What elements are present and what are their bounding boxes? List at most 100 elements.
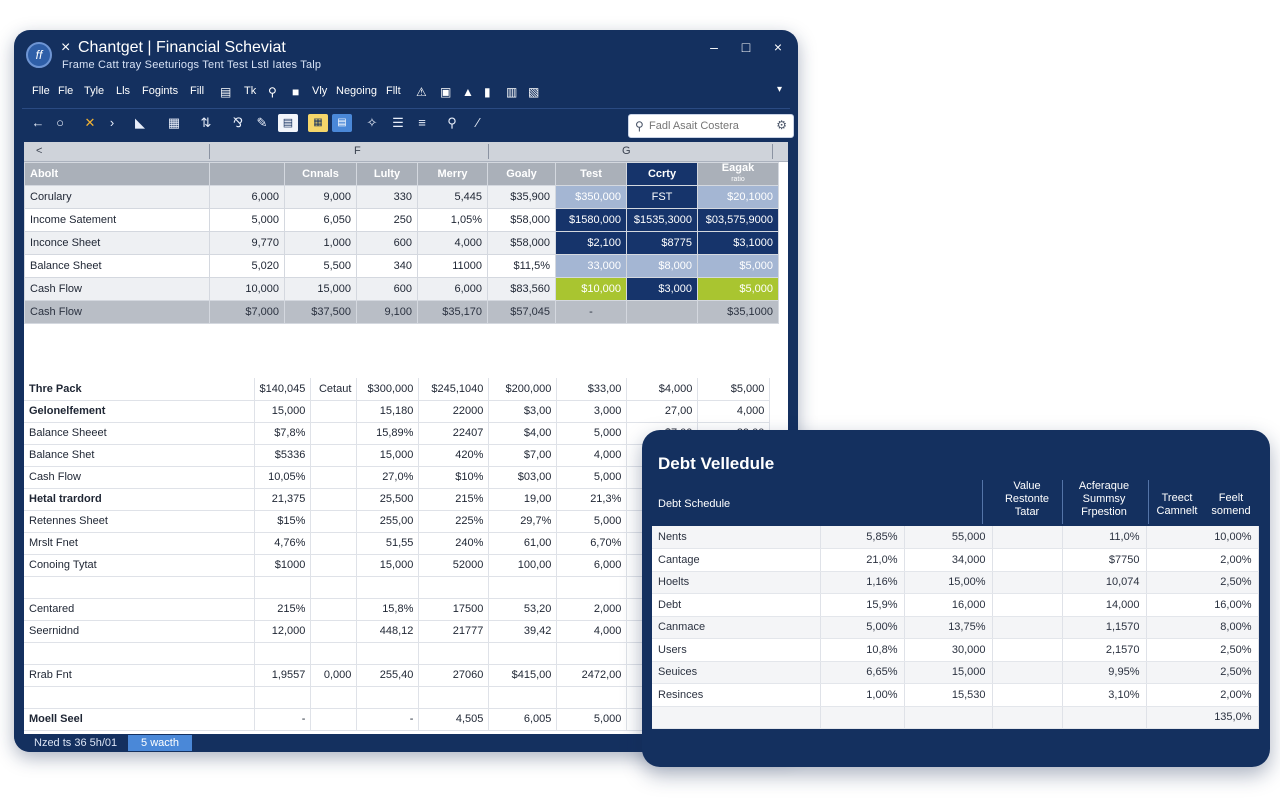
table-cell[interactable]: $7,000 [209, 300, 285, 324]
table-cell[interactable]: 3,10% [1062, 683, 1147, 707]
column-header-value[interactable]: Value Restonte Tatar [992, 480, 1062, 519]
menu-item-fill[interactable]: Fill [190, 85, 205, 97]
table-cell[interactable]: $4,000 [626, 378, 699, 401]
note-icon[interactable]: ▤ [278, 114, 298, 132]
table-cell[interactable] [254, 642, 312, 665]
table-cell[interactable] [992, 683, 1063, 707]
table-cell[interactable]: $245,1040 [418, 378, 490, 401]
row-label[interactable]: Retennes Sheet [24, 510, 255, 533]
table-cell[interactable]: 5,000 [209, 208, 285, 232]
row-label[interactable] [24, 576, 255, 599]
table-cell[interactable]: $37,500 [284, 300, 357, 324]
table-cell[interactable] [310, 532, 358, 555]
header-cell[interactable]: Lulty [356, 162, 418, 186]
table-cell[interactable]: $3,000 [626, 277, 698, 301]
table-cell[interactable] [310, 708, 358, 731]
table-cell[interactable]: 4,000 [556, 444, 628, 467]
table-cell[interactable]: $57,045 [487, 300, 556, 324]
table-cell[interactable]: 21,375 [254, 488, 312, 511]
table-cell[interactable]: 61,00 [488, 532, 558, 555]
row-label[interactable] [24, 686, 255, 709]
table-cell[interactable]: 11,0% [1062, 526, 1147, 549]
table-cell[interactable]: 15,000 [904, 661, 993, 684]
table-cell[interactable]: $3,1000 [697, 231, 779, 255]
table-cell[interactable]: $1580,000 [555, 208, 627, 232]
table-cell[interactable]: 4,000 [417, 231, 488, 255]
search-box[interactable]: ⚲ ⚙ [628, 114, 794, 138]
table-cell[interactable] [820, 706, 905, 729]
table-cell[interactable]: 1,00% [820, 683, 905, 707]
back-arrow-icon[interactable]: ← [31, 115, 45, 130]
close-button[interactable]: × [773, 39, 783, 55]
table-cell[interactable]: 2,00% [1146, 548, 1259, 572]
table-cell[interactable]: 6,050 [284, 208, 357, 232]
table-cell[interactable]: 6,000 [417, 277, 488, 301]
sort-icon[interactable]: ⇅ [200, 115, 212, 130]
menu-item-fllt[interactable]: Fllt [386, 85, 401, 97]
table-cell[interactable]: 2,50% [1146, 638, 1259, 662]
header-cell[interactable]: Eagak ratio [697, 162, 779, 186]
row-label[interactable]: Users [652, 638, 821, 662]
column-divider[interactable] [209, 144, 210, 159]
table-cell[interactable] [992, 661, 1063, 684]
table-cell[interactable]: 240% [418, 532, 490, 555]
table-cell[interactable]: 330 [356, 185, 418, 209]
table-cell[interactable]: $200,000 [488, 378, 558, 401]
table-cell[interactable]: 16,000 [904, 593, 993, 617]
table-cell[interactable]: $10% [418, 466, 490, 489]
table-cell[interactable] [310, 510, 358, 533]
table-cell[interactable] [418, 686, 490, 709]
column-header-feelt[interactable]: Feelt somend [1202, 492, 1260, 518]
wand-icon[interactable]: ⁄ [476, 115, 480, 130]
table-cell[interactable]: 12,000 [254, 620, 312, 643]
table-cell[interactable] [488, 686, 558, 709]
table-cell[interactable]: 2,50% [1146, 571, 1259, 594]
search-options-icon[interactable]: ⚙ [776, 118, 787, 132]
table-cell[interactable]: $5,000 [697, 277, 779, 301]
table-cell[interactable]: 5,500 [284, 254, 357, 278]
table-cell[interactable]: $11,5% [487, 254, 556, 278]
table-cell[interactable]: $140,045 [254, 378, 312, 401]
table-cell[interactable] [1062, 706, 1147, 729]
table-cell[interactable]: 6,000 [209, 185, 285, 209]
table-cell[interactable]: 5,000 [556, 422, 628, 445]
menu-item-file-2[interactable]: Fle [58, 85, 74, 97]
table-cell[interactable]: 8,00% [1146, 616, 1259, 639]
table-cell[interactable]: 5,000 [556, 510, 628, 533]
chevron-down-icon[interactable]: ▾ [776, 84, 782, 95]
table-cell[interactable]: 15,000 [284, 277, 357, 301]
menu-item-fogints[interactable]: Fogints [142, 85, 179, 97]
table-cell[interactable] [488, 576, 558, 599]
row-label[interactable]: Balance Sheeet [24, 422, 255, 445]
row-label[interactable]: Hetal trardord [24, 488, 255, 511]
table-cell[interactable]: 2,1570 [1062, 638, 1147, 662]
row-label[interactable]: Hoelts [652, 571, 821, 594]
pencil-icon[interactable]: ✎ [256, 115, 268, 130]
table-cell[interactable]: 5,000 [556, 708, 628, 731]
table-cell[interactable] [254, 686, 312, 709]
cut-icon[interactable]: ✕ [84, 115, 96, 130]
table-cell[interactable]: $5,000 [697, 378, 771, 401]
table-cell[interactable]: 53,20 [488, 598, 558, 621]
header-cell[interactable]: Merry [417, 162, 488, 186]
menu-item-lls[interactable]: Lls [116, 85, 131, 97]
row-label[interactable]: Balance Sheet [24, 254, 210, 278]
table-cell[interactable] [356, 686, 420, 709]
table-cell[interactable]: 1,16% [820, 571, 905, 594]
table-cell[interactable]: 5,00% [820, 616, 905, 639]
warning-icon[interactable]: ⚠ [416, 85, 427, 99]
pin-icon[interactable]: ⚲ [447, 115, 457, 130]
table-cell[interactable]: 15,000 [356, 444, 420, 467]
row-label[interactable]: Mrslt Fnet [24, 532, 255, 555]
table-cell[interactable]: 2,50% [1146, 661, 1259, 684]
table-cell[interactable]: 19,00 [488, 488, 558, 511]
table-cell[interactable] [992, 571, 1063, 594]
table-cell[interactable]: 255,40 [356, 664, 420, 687]
column-header-treect[interactable]: Treect Camnelt [1152, 492, 1202, 518]
table-cell[interactable]: 4,505 [418, 708, 490, 731]
row-label[interactable]: Conoing Tytat [24, 554, 255, 577]
menu-item-vly[interactable]: Vly [312, 85, 328, 97]
table-cell[interactable] [310, 400, 358, 423]
sheet-tab[interactable]: 5 wacth [128, 735, 192, 751]
table-cell[interactable] [310, 422, 358, 445]
